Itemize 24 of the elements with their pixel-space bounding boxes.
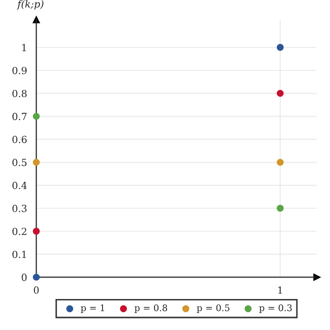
y-tick-label: 0.6 [12,136,27,144]
legend-label: p = 0.8 [134,304,168,313]
legend-label: p = 0.3 [259,304,292,313]
point [32,274,40,281]
point [276,204,284,212]
y-tick-label: 0.9 [12,66,27,74]
y-axis-title: f(k;p) [16,0,44,10]
y-tick-label: 0 [22,274,27,282]
legend-label: p = 0.5 [196,304,230,313]
y-tick-label: 0.3 [12,204,27,212]
y-tick-label: 0.8 [12,90,27,98]
y-tick-label: 0.7 [12,112,27,120]
y-tick-label: 0.2 [12,228,26,236]
point [32,228,40,235]
y-tick-label: 0.4 [12,182,27,190]
point [32,112,40,120]
y-tick-label: 0.5 [12,158,27,166]
y-tick-label: 0.1 [12,250,26,258]
point [32,158,40,166]
point [276,158,284,166]
point [276,90,284,97]
y-tick-label: 1 [22,44,26,52]
legend-label: p = 1 [80,304,104,313]
point [276,44,284,51]
